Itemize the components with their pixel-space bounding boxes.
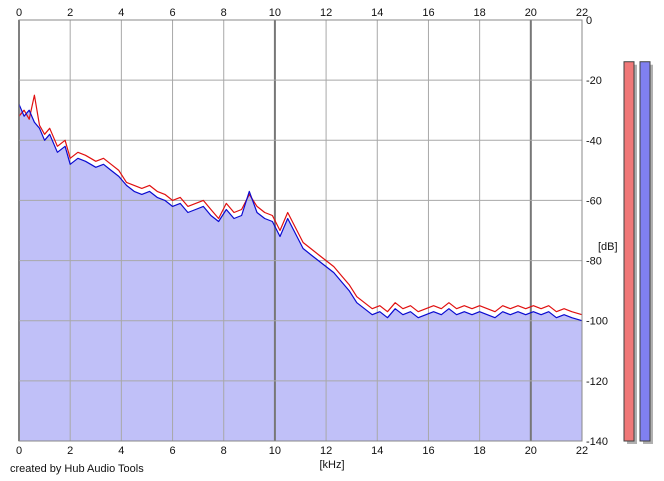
level-meter-right [639,61,651,442]
y-tick-label: -120 [586,376,608,388]
x-tick-label-top: 18 [474,7,486,19]
y-tick-label: -100 [586,316,608,328]
x-tick-label-bottom: 22 [576,445,588,457]
y-tick-label: -80 [586,256,602,268]
y-tick-label: 0 [586,15,592,27]
y-tick-label: -60 [586,195,602,207]
x-tick-label-bottom: 0 [16,445,22,457]
x-axis-label: [kHz] [319,459,344,471]
x-tick-label-top: 8 [221,7,227,19]
x-tick-label-bottom: 10 [269,445,281,457]
x-tick-label-top: 4 [118,7,124,19]
x-tick-label-top: 6 [169,7,175,19]
x-tick-label-top: 20 [525,7,537,19]
series-line-red [18,94,583,316]
plot-frame [18,19,583,442]
plot-area [18,19,583,442]
x-tick-label-bottom: 8 [221,445,227,457]
y-axis-label: [dB] [598,241,618,253]
y-tick-label: -140 [586,436,608,448]
x-tick-label-bottom: 12 [320,445,332,457]
x-tick-label-bottom: 4 [118,445,124,457]
x-tick-label-top: 12 [320,7,332,19]
level-meter-left [623,61,635,442]
series-line-blue [18,103,583,322]
spectrum-area-fill [19,104,582,441]
credit-text: created by Hub Audio Tools [10,463,144,475]
x-tick-label-bottom: 16 [422,445,434,457]
x-tick-label-top: 14 [371,7,383,19]
x-tick-label-bottom: 2 [67,445,73,457]
level-meters [623,61,653,445]
x-tick-label-top: 10 [269,7,281,19]
x-tick-labels-bottom: 0 2 4 6 8 10 12 14 16 18 20 22 [16,445,588,457]
x-tick-label-bottom: 18 [474,445,486,457]
x-tick-label-bottom: 14 [371,445,383,457]
y-tick-labels: 0 -20 -40 -60 -80 -100 -120 -140 [586,15,608,448]
x-tick-label-top: 0 [16,7,22,19]
x-tick-label-bottom: 6 [169,445,175,457]
x-tick-label-top: 2 [67,7,73,19]
y-tick-label: -40 [586,135,602,147]
x-tick-labels-top: 0 2 4 6 8 10 12 14 16 18 20 22 [16,7,588,19]
x-tick-label-top: 16 [422,7,434,19]
x-tick-label-bottom: 20 [525,445,537,457]
x-tick-label-top: 22 [576,7,588,19]
y-tick-label: -20 [586,75,602,87]
